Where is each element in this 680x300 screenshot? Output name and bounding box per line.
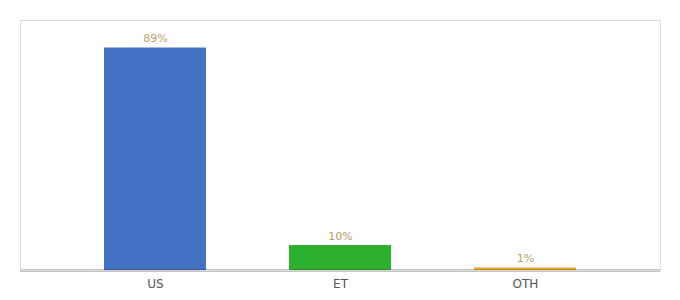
svg-text:US: US bbox=[147, 277, 163, 291]
svg-text:89%: 89% bbox=[143, 32, 167, 45]
svg-text:1%: 1% bbox=[517, 252, 534, 265]
svg-text:OTH: OTH bbox=[513, 277, 539, 291]
svg-text:ET: ET bbox=[333, 277, 349, 291]
svg-text:10%: 10% bbox=[328, 230, 352, 243]
